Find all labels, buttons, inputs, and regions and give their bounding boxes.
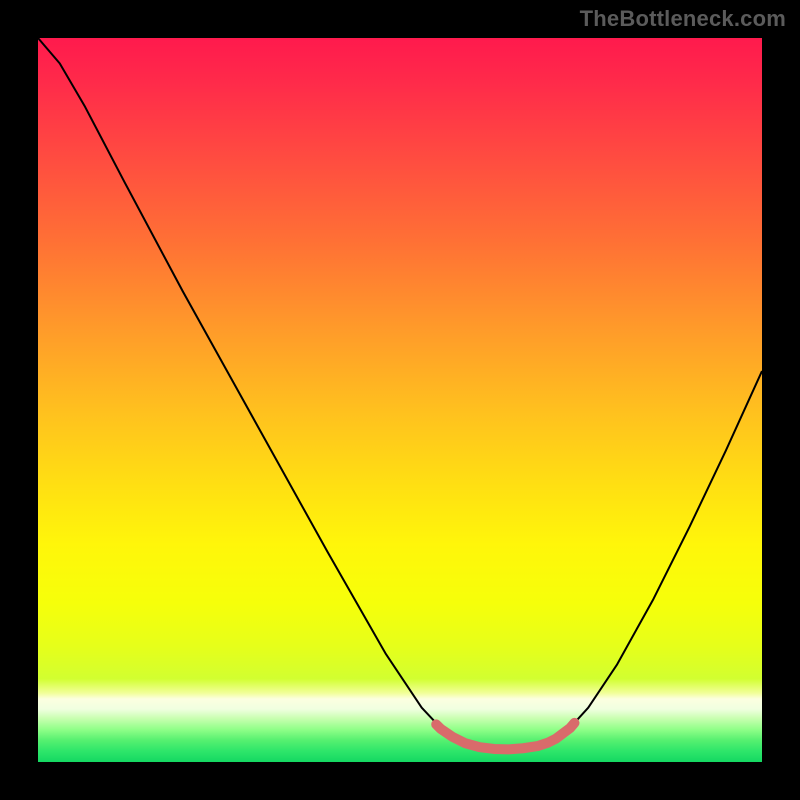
bottleneck-chart <box>0 0 800 800</box>
plot-background <box>38 38 762 762</box>
chart-container: TheBottleneck.com <box>0 0 800 800</box>
